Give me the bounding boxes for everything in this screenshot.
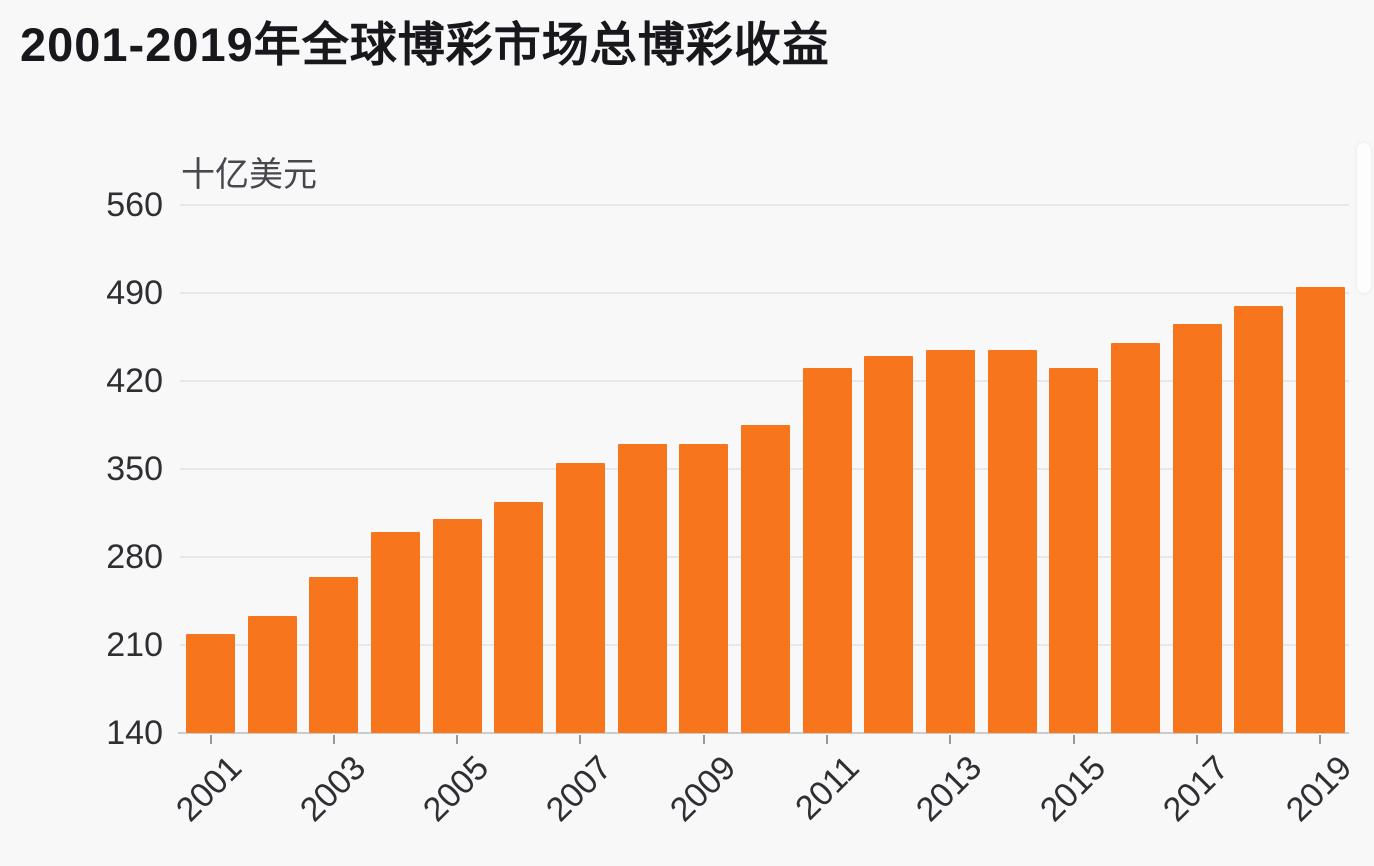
x-axis-label-2007: 2007: [539, 748, 620, 830]
bar-2012[interactable]: [864, 356, 913, 733]
y-axis-label-420: 420: [106, 362, 163, 400]
bar-2015[interactable]: [1049, 368, 1098, 733]
bar-2009[interactable]: [679, 444, 728, 733]
bar-2002[interactable]: [248, 616, 297, 733]
x-axis-tick-2001: [210, 735, 212, 744]
x-axis-label-2013: 2013: [909, 748, 990, 830]
bar-2008[interactable]: [618, 444, 667, 733]
x-axis-label-2001: 2001: [169, 748, 250, 830]
x-axis-tick-2009: [703, 735, 705, 744]
x-axis-tick-2019: [1319, 735, 1321, 744]
x-axis-tick-2017: [1196, 735, 1198, 744]
chart-title: 2001-2019年全球博彩市场总博彩收益: [20, 18, 830, 71]
x-axis-tick-2003: [333, 735, 335, 744]
bar-2011[interactable]: [803, 368, 852, 733]
gridline-490: [180, 292, 1349, 294]
x-axis-tick-2005: [456, 735, 458, 744]
y-axis-label-210: 210: [106, 626, 163, 664]
bar-2018[interactable]: [1234, 306, 1283, 733]
bar-2014[interactable]: [988, 350, 1037, 733]
x-axis-tick-2013: [949, 735, 951, 744]
y-axis-label-560: 560: [106, 186, 163, 224]
bar-2005[interactable]: [433, 519, 482, 733]
x-axis-tick-2011: [826, 735, 828, 744]
y-axis-label-280: 280: [106, 538, 163, 576]
bar-2007[interactable]: [556, 463, 605, 733]
bar-2004[interactable]: [371, 532, 420, 733]
bar-2010[interactable]: [741, 425, 790, 733]
bar-2003[interactable]: [309, 577, 358, 733]
x-axis-label-2009: 2009: [663, 748, 744, 830]
y-axis-unit-label: 十亿美元: [181, 156, 317, 194]
bar-2006[interactable]: [494, 502, 543, 733]
bar-2001[interactable]: [186, 634, 235, 733]
scrollbar-thumb[interactable]: [1357, 143, 1371, 293]
x-axis-label-2017: 2017: [1156, 748, 1237, 830]
x-axis-label-2011: 2011: [787, 748, 867, 828]
x-axis-label-2015: 2015: [1033, 748, 1114, 830]
gridline-560: [180, 204, 1349, 206]
x-axis-tick-2015: [1073, 735, 1075, 744]
x-axis-label-2003: 2003: [293, 748, 374, 830]
gridline-420: [180, 380, 1349, 382]
y-axis-label-350: 350: [106, 450, 163, 488]
bar-2016[interactable]: [1111, 343, 1160, 733]
bar-2013[interactable]: [926, 350, 975, 733]
bar-2019[interactable]: [1296, 287, 1345, 733]
bar-2017[interactable]: [1173, 324, 1222, 733]
x-axis-line: [178, 732, 1349, 734]
x-axis-label-2019: 2019: [1279, 748, 1360, 830]
y-axis-label-140: 140: [106, 714, 163, 752]
x-axis-tick-2007: [579, 735, 581, 744]
x-axis-label-2005: 2005: [416, 748, 497, 830]
y-axis-label-490: 490: [106, 274, 163, 312]
